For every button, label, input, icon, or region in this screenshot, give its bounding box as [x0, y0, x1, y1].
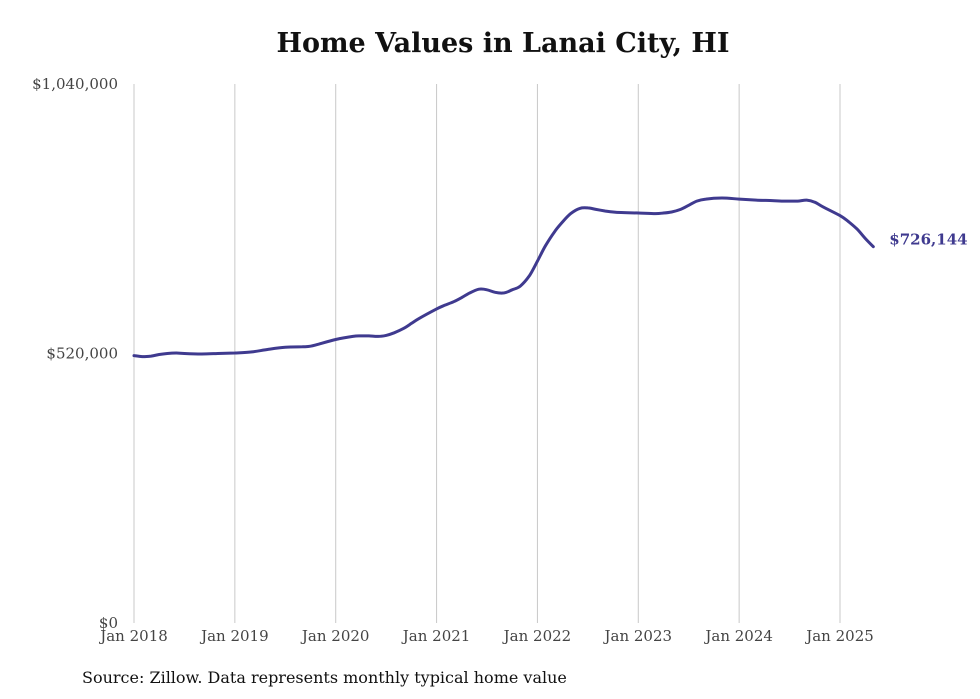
x-tick-label-7: Jan 2025 [804, 627, 874, 645]
x-tick-label-2: Jan 2020 [300, 627, 370, 645]
end-value-label: $726,144 [889, 231, 967, 249]
x-tick-label-0: Jan 2018 [98, 627, 168, 645]
x-tick-label-6: Jan 2024 [703, 627, 773, 645]
series-line-0 [132, 196, 875, 359]
y-tick-label-1: $520,000 [46, 345, 118, 363]
chart-title: Home Values in Lanai City, HI [276, 28, 730, 59]
x-tick-label-1: Jan 2019 [199, 627, 269, 645]
y-tick-label-0: $0 [99, 614, 118, 632]
x-tick-label-5: Jan 2023 [603, 627, 673, 645]
y-axis-ticks: $0 $520,000 $1,040,000 [32, 75, 118, 632]
y-tick-label-2: $1,040,000 [32, 75, 118, 93]
x-tick-label-3: Jan 2021 [401, 627, 471, 645]
data-labels: $726,144 [889, 231, 967, 249]
source-note: Source: Zillow. Data represents monthly … [82, 668, 567, 687]
x-axis-ticks: Jan 2018 Jan 2019 Jan 2020 Jan 2021 Jan 2022… [98, 627, 874, 645]
series-lines [132, 196, 875, 359]
x-tick-label-4: Jan 2022 [502, 627, 572, 645]
